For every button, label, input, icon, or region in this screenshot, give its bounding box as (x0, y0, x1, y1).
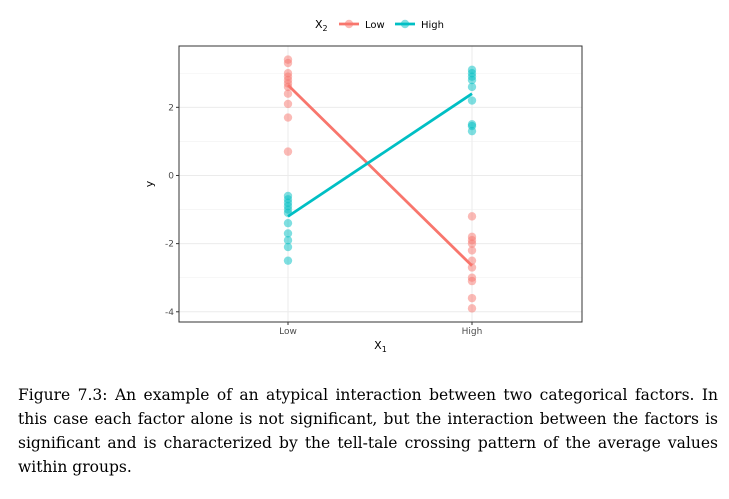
data-point-high (283, 242, 293, 252)
mean-line-high (287, 92, 473, 218)
data-point-high (283, 256, 293, 265)
data-point-low (283, 113, 293, 122)
y-tick-label: -4 (165, 308, 174, 318)
plot-panel (179, 46, 582, 322)
x-tick-label: Low (279, 327, 297, 337)
legend-key-point-high (400, 19, 410, 29)
data-point-low (467, 276, 477, 286)
data-point-low (467, 246, 477, 255)
figure-caption: Figure 7.3: An example of an atypical in… (18, 386, 718, 476)
data-point-low (467, 239, 477, 248)
legend: X2 Low High (315, 18, 444, 33)
data-point-high (467, 82, 477, 92)
legend-label-low: Low (365, 20, 385, 31)
legend-title: X2 (315, 18, 328, 33)
data-point-high (467, 75, 477, 85)
data-point-low (283, 89, 293, 98)
data-point-high (283, 229, 293, 238)
data-point-low (283, 58, 293, 68)
data-point-high (283, 236, 293, 245)
data-point-low (467, 212, 477, 221)
data-point-low (467, 293, 477, 303)
mean-line-low (287, 84, 473, 267)
data-point-low (283, 99, 293, 109)
x-tick-label: High (462, 327, 483, 337)
y-axis-title: y (143, 180, 156, 187)
y-tick-label: 2 (168, 103, 174, 113)
x-axis-title: X1 (374, 339, 387, 354)
data-point-high (467, 96, 477, 105)
legend-key-point-low (344, 19, 354, 29)
data-point-high (283, 218, 293, 228)
axes: -4 -2 0 2 Low High X1 y (143, 45, 583, 354)
panel-border (178, 45, 583, 323)
y-tick-label: -2 (165, 240, 174, 250)
legend-label-high: High (421, 20, 444, 31)
data-point-low (467, 304, 477, 313)
y-tick-label: 0 (168, 171, 174, 181)
data-point-high (467, 126, 477, 136)
data-point-low (283, 147, 293, 156)
interaction-chart: X2 Low High -4 -2 0 2 Low High X1 y (143, 18, 583, 354)
